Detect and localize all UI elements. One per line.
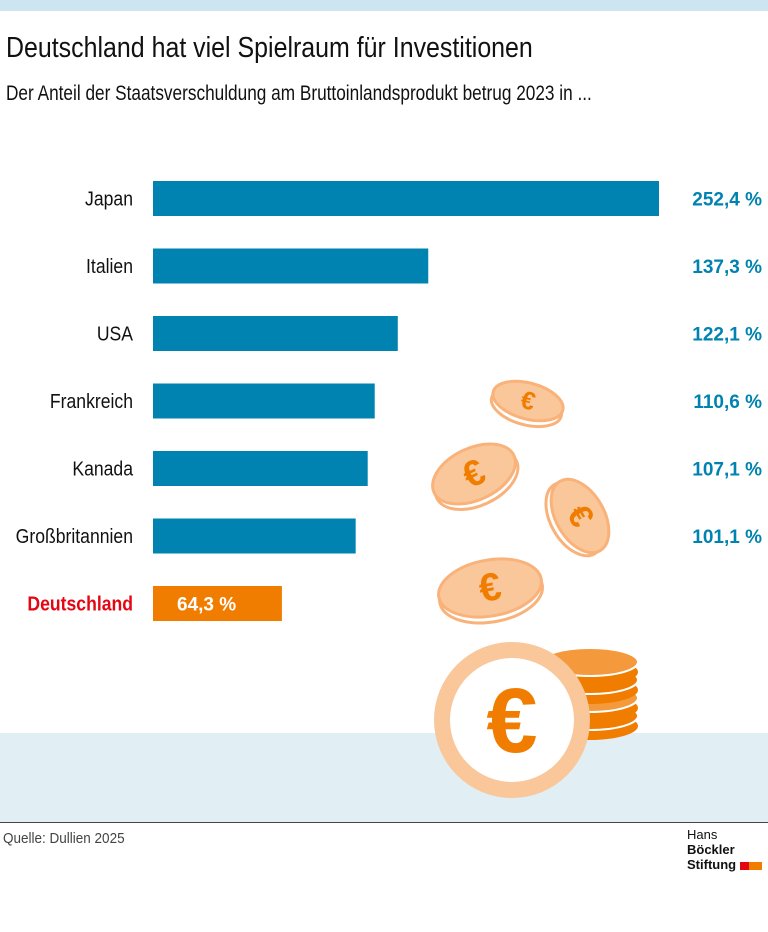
coin-icon: € [544, 477, 611, 558]
chart-title: Deutschland hat viel Spielraum für Inves… [6, 32, 533, 64]
bar-usa [153, 316, 398, 351]
category-label: Großbritannien [16, 525, 133, 547]
coin-icon: € [489, 379, 565, 429]
bar-chart: €€€€€ Japan 252,4 %Italien 137,3 %USA 122,1… [16, 181, 762, 798]
category-label: Japan [85, 187, 133, 209]
value-label: 122,1 % [692, 325, 762, 346]
source-note: Quelle: Dullien 2025 [3, 830, 125, 847]
value-label: 101,1 % [692, 527, 762, 548]
svg-text:€: € [518, 386, 539, 417]
value-label: 107,1 % [692, 460, 762, 481]
category-label: USA [97, 322, 134, 344]
bar-großbritannien [153, 518, 356, 554]
coin-icon: € [437, 557, 544, 625]
category-label: Kanada [72, 457, 133, 479]
bar-deutschland [153, 586, 282, 621]
value-label: 64,3 % [177, 595, 236, 616]
bar-kanada [153, 451, 368, 486]
bar-frankreich [153, 383, 375, 419]
value-label: 137,3 % [692, 257, 762, 278]
value-label: 252,4 % [692, 190, 762, 211]
coin-icon: € [431, 442, 520, 511]
svg-text:€: € [486, 670, 537, 772]
divider [0, 822, 768, 823]
euro-coins-illustration: €€€€€ [431, 379, 639, 798]
bottom-band [0, 733, 768, 822]
top-band [0, 0, 768, 11]
value-label: 110,6 % [693, 392, 762, 413]
logo: Hans Böckler Stiftung [687, 827, 768, 872]
bar-japan [153, 181, 659, 216]
bar-italien [153, 248, 429, 284]
chart-subtitle: Der Anteil der Staatsverschuldung am Bru… [6, 82, 592, 105]
category-label: Frankreich [50, 390, 133, 412]
category-label: Deutschland [27, 592, 133, 614]
category-label: Italien [86, 255, 133, 277]
